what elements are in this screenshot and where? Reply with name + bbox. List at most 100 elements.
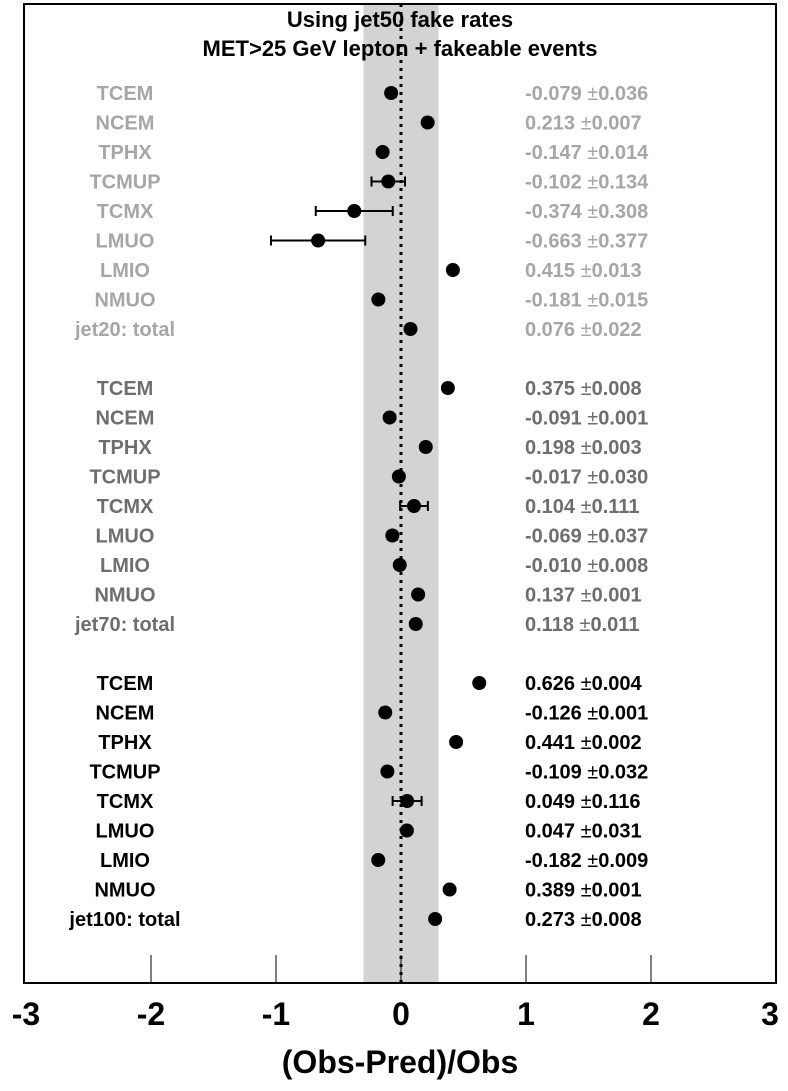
jet100-row-6-label: LMIO <box>100 850 150 872</box>
jet20-row-5-point <box>311 233 326 248</box>
jet70-row-0-error: 0.008 <box>592 378 642 400</box>
chart-title-line-1: Using jet50 fake rates <box>287 7 513 32</box>
jet70-row-1-label: NCEM <box>96 408 155 430</box>
jet20-row-0-value: -0.079 <box>525 83 587 105</box>
jet100-row-2-point <box>449 735 464 749</box>
jet70-row-5-pm: ± <box>587 526 598 548</box>
jet100-row-3-value-text: -0.109 ±0.032 <box>525 762 648 784</box>
jet100-row-5-value-text: 0.047 ±0.031 <box>525 821 642 843</box>
jet100-row-8-label: jet100: total <box>68 909 180 931</box>
jet70-row-3-pm: ± <box>587 467 598 489</box>
jet100-row-8-pm: ± <box>581 909 592 931</box>
jet100-row-4-label: TCMX <box>97 791 154 813</box>
jet100-row-8-value: 0.273 <box>525 909 581 931</box>
jet70-row-3-value: -0.017 <box>525 467 587 489</box>
chart-title-line-2: MET>25 GeV lepton + fakeable events <box>203 36 598 61</box>
jet100-row-4-point <box>400 794 415 808</box>
jet70-row-4-value: 0.104 <box>525 496 581 518</box>
jet100-row-2-label: TPHX <box>98 732 152 754</box>
jet70-row-7-error: 0.001 <box>592 585 642 607</box>
jet20-row-4-error: 0.308 <box>598 201 648 223</box>
jet70-row-8-value-text: 0.118 ±0.011 <box>525 614 639 636</box>
jet70-row-7-pm: ± <box>581 585 592 607</box>
jet100-row-6-value: -0.182 <box>525 850 587 872</box>
jet20-row-8-pm: ± <box>581 319 592 341</box>
data-marks <box>270 86 487 926</box>
jet70-row-0-point <box>440 381 455 395</box>
jet70-row-7-value-text: 0.137 ±0.001 <box>525 585 642 607</box>
jet100-row-1-value: -0.126 <box>525 703 587 725</box>
jet100-row-5-error: 0.031 <box>592 821 642 843</box>
jet70-row-1-error: 0.001 <box>598 408 648 430</box>
jet20-row-7-error: 0.015 <box>598 290 648 312</box>
jet20-row-6-point <box>445 263 460 277</box>
jet70-row-1-value-text: -0.091 ±0.001 <box>525 408 648 430</box>
jet100-row-0-value-text: 0.626 ±0.004 <box>525 673 643 695</box>
jet20-row-0-point <box>384 86 399 100</box>
jet100-row-7-pm: ± <box>581 880 592 902</box>
jet100-row-3-point <box>380 764 395 779</box>
jet100-row-1-point <box>378 705 393 720</box>
jet70-row-2-value-text: 0.198 ±0.003 <box>525 437 642 459</box>
x-tick-label--3: -3 <box>12 996 40 1032</box>
jet20-row-8-label: jet20: total <box>74 319 175 341</box>
jet70-row-0-value: 0.375 <box>525 378 581 400</box>
jet20-row-6-label: LMIO <box>100 260 150 282</box>
x-tick-label-0: 0 <box>392 996 410 1032</box>
jet20-row-7-pm: ± <box>587 290 598 312</box>
jet100-row-8-error: 0.008 <box>592 909 642 931</box>
jet70-row-8-pm: ± <box>580 614 591 636</box>
jet100-row-5-value: 0.047 <box>525 821 581 843</box>
jet20-row-7-label: NMUO <box>94 290 155 312</box>
jet20-row-6-value: 0.415 <box>525 260 581 282</box>
jet70-row-0-pm: ± <box>581 378 592 400</box>
jet20-row-3-error: 0.134 <box>598 172 649 194</box>
jet100-row-2-value-text: 0.441 ±0.002 <box>525 732 642 754</box>
jet20-row-4-pm: ± <box>587 201 598 223</box>
jet70-row-4-pm: ± <box>581 496 592 518</box>
x-tick-label--2: -2 <box>137 996 165 1032</box>
jet70-row-3-point <box>391 469 406 484</box>
jet100-row-8-value-text: 0.273 ±0.008 <box>525 909 642 931</box>
jet70-row-6-value: -0.010 <box>525 555 587 577</box>
jet70-row-8-point <box>408 617 423 631</box>
jet100-row-7-value-text: 0.389 ±0.001 <box>525 880 642 902</box>
jet100-row-6-pm: ± <box>587 850 598 872</box>
jet20-row-5-error: 0.377 <box>598 231 648 253</box>
row-text: TCEM -0.079 ±0.036 NCEM 0.213 ±0.007 TPHX -0.… <box>68 83 649 931</box>
jet100-row-0-label: TCEM <box>97 673 154 695</box>
jet100-row-3-label: TCMUP <box>89 762 160 784</box>
jet70-row-6-pm: ± <box>587 555 598 577</box>
jet100-row-1-value-text: -0.126 ±0.001 <box>525 703 648 725</box>
jet20-row-8-error: 0.022 <box>592 319 642 341</box>
jet100-row-0-error: 0.004 <box>592 673 643 695</box>
jet20-row-6-value-text: 0.415 ±0.013 <box>525 260 642 282</box>
jet70-row-5-label: LMUO <box>96 526 155 548</box>
jet20-row-1-value: 0.213 <box>525 113 581 135</box>
jet20-row-0-error: 0.036 <box>598 83 648 105</box>
jet20-row-2-error: 0.014 <box>598 142 649 164</box>
jet20-row-3-point <box>381 174 396 189</box>
jet70-row-3-error: 0.030 <box>598 467 648 489</box>
jet20-row-7-point <box>371 292 386 307</box>
jet20-row-7-value-text: -0.181 ±0.015 <box>525 290 648 312</box>
jet70-row-1-pm: ± <box>587 408 598 430</box>
jet20-row-3-pm: ± <box>587 172 598 194</box>
jet100-row-3-error: 0.032 <box>598 762 648 784</box>
jet20-row-0-value-text: -0.079 ±0.036 <box>525 83 648 105</box>
jet100-row-0-point <box>472 676 487 690</box>
jet20-row-6-pm: ± <box>581 260 592 282</box>
jet100-row-3-pm: ± <box>587 762 598 784</box>
jet100-row-6-point <box>371 853 386 867</box>
jet20-row-8-value-text: 0.076 ±0.022 <box>525 319 642 341</box>
jet20-row-2-label: TPHX <box>98 142 152 164</box>
jet100-row-7-error: 0.001 <box>592 880 642 902</box>
jet70-row-6-label: LMIO <box>100 555 150 577</box>
jet70-row-6-error: 0.008 <box>598 555 648 577</box>
jet100-row-2-pm: ± <box>581 732 592 754</box>
jet20-row-1-point <box>420 115 435 130</box>
jet20-row-3-label: TCMUP <box>89 172 160 194</box>
jet20-row-1-pm: ± <box>581 113 592 135</box>
jet20-row-7-value: -0.181 <box>525 290 587 312</box>
x-tick-label-2: 2 <box>642 996 660 1032</box>
